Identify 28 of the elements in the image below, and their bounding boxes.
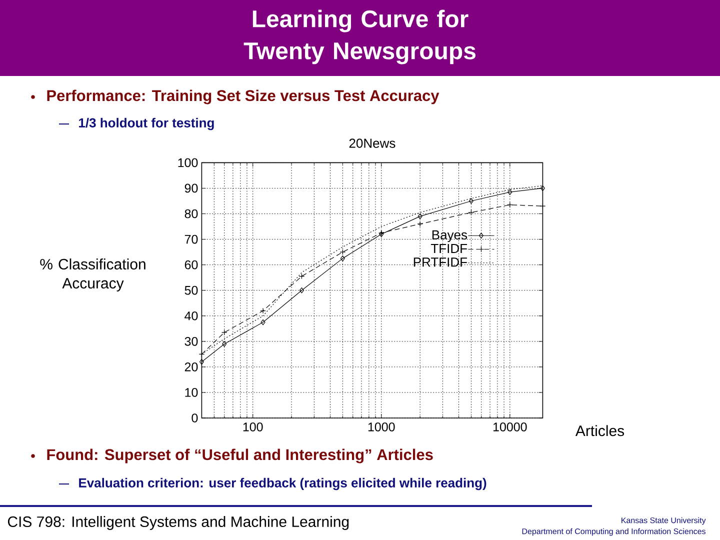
text: Performance: Training Set Size versus Test Accuracy (47, 90, 440, 104)
text: 1/3 holdout for testing (79, 118, 214, 130)
y-tick-label: 60 (184, 260, 198, 270)
y-tick-label: 30 (184, 336, 198, 346)
y-tick-label: 10 (185, 388, 198, 397)
x-tick-label: 1000 (368, 422, 395, 432)
x-tick-label: 10000 (493, 422, 527, 432)
legend-label: TFIDF (430, 244, 467, 253)
text: Evaluation criterion: user feedback (ratings elicited while reading) (79, 478, 486, 490)
y-tick-label: 70 (184, 234, 198, 244)
text: CIS 798: Intelligent Systems and Machine Learning (8, 516, 349, 530)
y-tick-label: 0 (192, 414, 198, 422)
text: Found: Superset of “Useful and Interesting” Articles (47, 448, 433, 464)
y-tick-label: 100 (178, 158, 198, 168)
y-tick-label: 80 (184, 209, 198, 218)
x-tick-label: 100 (243, 422, 263, 432)
y-tick-label: 90 (184, 184, 198, 193)
y-tick-label: 50 (184, 286, 198, 295)
chart-subtitle: 20News (349, 138, 396, 148)
x-axis-title: Articles (575, 425, 624, 436)
y-axis-title: % Classification Accuracy (40, 258, 146, 292)
chart-title: Learning Curve for Twenty Newsgroups (244, 10, 476, 64)
text: Department of Computing and Information Sciences (522, 528, 706, 536)
text: Kansas State University (622, 517, 706, 525)
y-tick-label: 20 (184, 362, 198, 372)
legend-label: Bayes (432, 230, 468, 242)
y-tick-label: 40 (184, 311, 198, 320)
legend-label: PRTFIDF (414, 258, 467, 267)
